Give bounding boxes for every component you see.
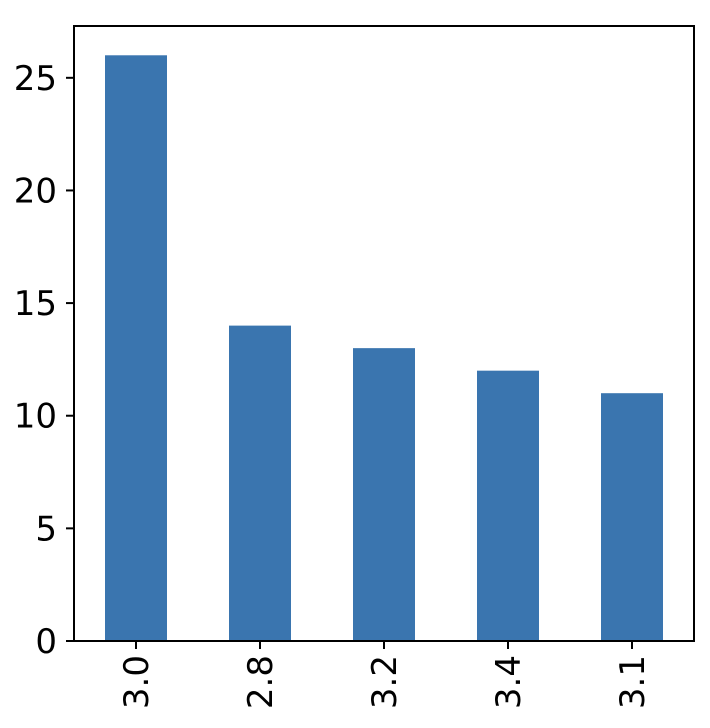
y-tick-label: 15 (14, 284, 57, 324)
x-tick-label: 2.8 (241, 655, 281, 709)
y-tick-label: 20 (14, 171, 57, 211)
x-tick-label: 3.1 (613, 655, 653, 709)
bar-3.2 (353, 348, 415, 641)
bar-2.8 (229, 325, 291, 641)
y-axis: 0 5 10 15 20 25 (14, 59, 74, 662)
bar-3.1 (601, 393, 663, 641)
x-tick-label: 3.4 (489, 655, 529, 709)
bars-layer (105, 55, 663, 642)
x-axis: 3.0 2.8 3.2 3.4 3.1 (117, 641, 653, 709)
bar-3.0 (105, 55, 167, 642)
y-tick-label: 10 (14, 397, 57, 437)
y-tick-label: 5 (35, 509, 57, 549)
x-tick-label: 3.2 (365, 655, 405, 709)
x-tick-label: 3.0 (117, 655, 157, 709)
bar-3.4 (477, 370, 539, 641)
y-tick-label: 25 (14, 59, 57, 99)
y-tick-label: 0 (35, 622, 57, 662)
